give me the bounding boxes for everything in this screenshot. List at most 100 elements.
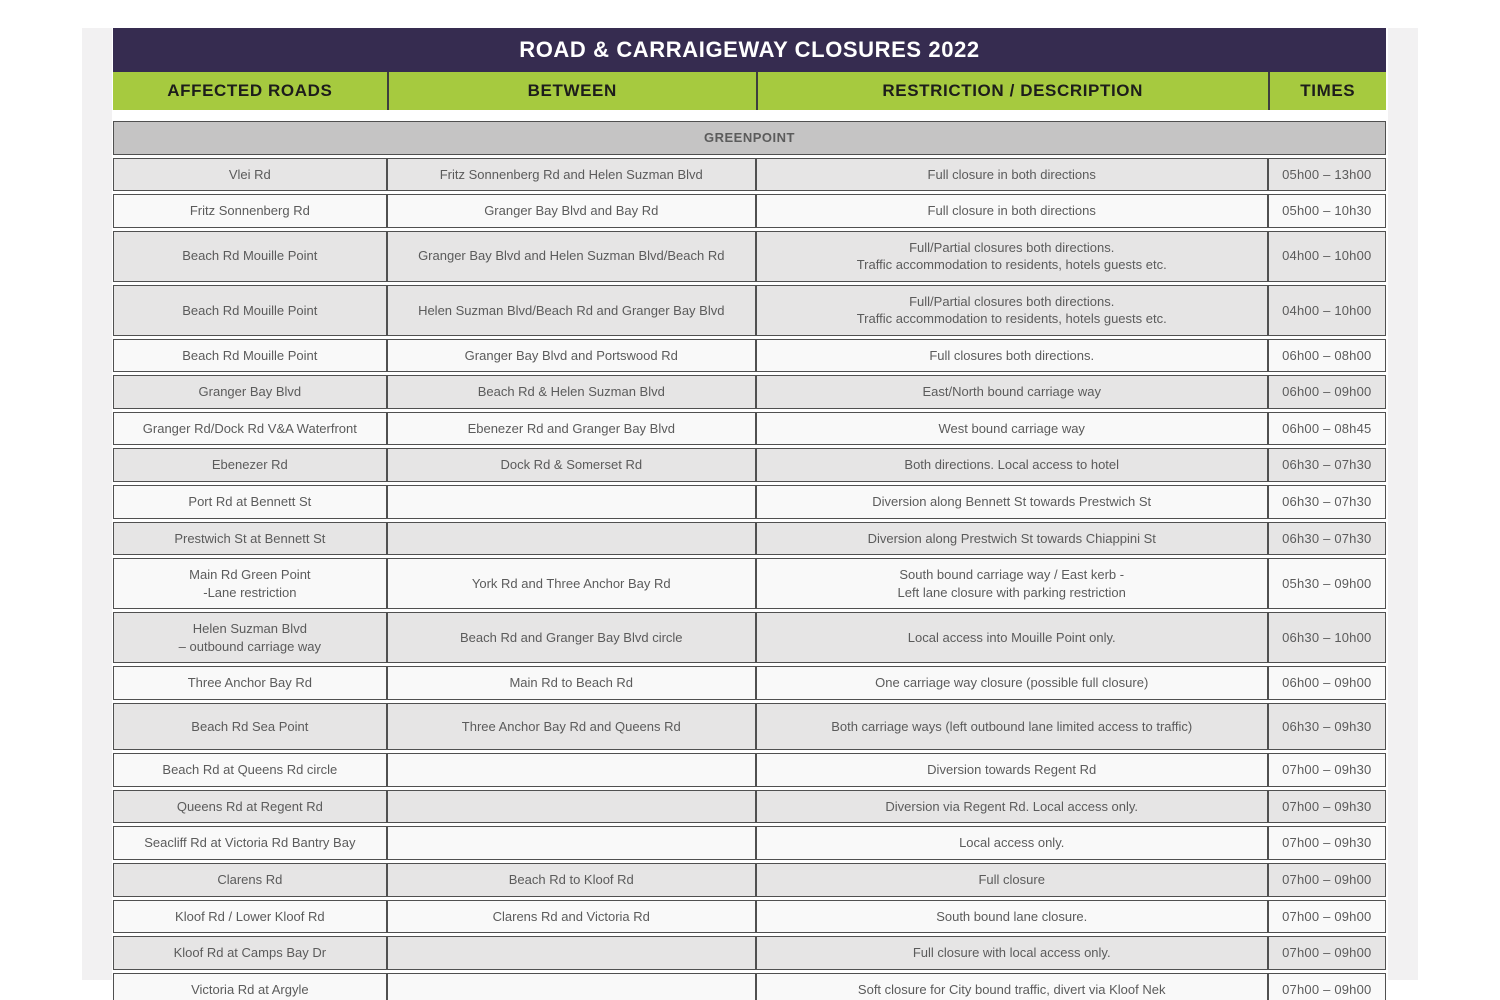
section-header: GREENPOINT (113, 121, 1386, 155)
cell-times: 06h30 – 09h30 (1267, 702, 1386, 751)
cell-times: 05h00 – 13h00 (1267, 157, 1386, 192)
cell-road: Granger Rd/Dock Rd V&A Waterfront (113, 411, 387, 446)
cell-road: Ebenezer Rd (113, 448, 387, 483)
cell-road: Prestwich St at Bennett St (113, 521, 387, 556)
cell-between (386, 521, 756, 556)
table-row: Beach Rd Sea Point Three Anchor Bay Rd an… (113, 702, 1386, 751)
cell-between: Three Anchor Bay Rd and Queens Rd (386, 702, 756, 751)
cell-restriction: Full closure (755, 863, 1268, 897)
table-body: GREENPOINT Vlei Rd Fritz Sonnenberg Rd an… (113, 121, 1386, 1000)
closures-table: GREENPOINT Vlei Rd Fritz Sonnenberg Rd an… (113, 118, 1386, 1000)
cell-between: Dock Rd & Somerset Rd (386, 448, 756, 483)
cell-road: Clarens Rd (113, 863, 387, 897)
cell-between (386, 485, 756, 519)
cell-times: 07h00 – 09h30 (1267, 789, 1386, 824)
table-row: Beach Rd Mouille Point Granger Bay Blvd a… (113, 338, 1386, 373)
right-margin-band (1388, 28, 1418, 980)
cell-times: 04h00 – 10h00 (1267, 284, 1386, 336)
cell-restriction: East/North bound carriage way (755, 375, 1268, 409)
cell-restriction: Soft closure for City bound traffic, div… (755, 972, 1268, 1000)
title-bar: ROAD & CARRAIGEWAY CLOSURES 2022 (113, 28, 1386, 72)
cell-between: Granger Bay Blvd and Portswood Rd (386, 338, 756, 373)
cell-road: Beach Rd at Queens Rd circle (113, 753, 387, 787)
cell-road: Granger Bay Blvd (113, 375, 387, 409)
closures-sheet: ROAD & CARRAIGEWAY CLOSURES 2022 AFFECTE… (113, 28, 1386, 1000)
cell-road: Vlei Rd (113, 157, 387, 192)
cell-restriction: Full/Partial closures both directions. T… (755, 230, 1268, 282)
cell-between: Granger Bay Blvd and Helen Suzman Blvd/B… (386, 230, 756, 282)
table-row: Clarens Rd Beach Rd to Kloof Rd Full closu… (113, 863, 1386, 897)
cell-restriction: Local access into Mouille Point only. (755, 612, 1268, 664)
spacer (113, 110, 1386, 118)
cell-between: Beach Rd and Granger Bay Blvd circle (386, 612, 756, 664)
table-row: Seacliff Rd at Victoria Rd Bantry Bay Loc… (113, 826, 1386, 861)
cell-times: 07h00 – 09h30 (1267, 753, 1386, 787)
cell-times: 07h00 – 09h00 (1267, 863, 1386, 897)
cell-restriction: Local access only. (755, 826, 1268, 861)
cell-between (386, 753, 756, 787)
page-title: ROAD & CARRAIGEWAY CLOSURES 2022 (519, 37, 980, 62)
table-row: Vlei Rd Fritz Sonnenberg Rd and Helen Suz… (113, 157, 1386, 192)
left-margin-band (82, 28, 112, 980)
cell-road: Seacliff Rd at Victoria Rd Bantry Bay (113, 826, 387, 861)
table-row: Beach Rd Mouille Point Helen Suzman Blvd/… (113, 284, 1386, 336)
cell-times: 07h00 – 09h30 (1267, 826, 1386, 861)
cell-road: Kloof Rd / Lower Kloof Rd (113, 899, 387, 934)
cell-between (386, 936, 756, 970)
cell-road: Kloof Rd at Camps Bay Dr (113, 936, 387, 970)
cell-restriction: Diversion via Regent Rd. Local access on… (755, 789, 1268, 824)
cell-road: Fritz Sonnenberg Rd (113, 194, 387, 228)
cell-between: York Rd and Three Anchor Bay Rd (386, 558, 756, 610)
cell-times: 07h00 – 09h00 (1267, 899, 1386, 934)
cell-restriction: Both directions. Local access to hotel (755, 448, 1268, 483)
cell-restriction: Diversion along Bennett St towards Prest… (755, 485, 1268, 519)
cell-road: Main Rd Green Point -Lane restriction (113, 558, 387, 610)
cell-times: 05h00 – 10h30 (1267, 194, 1386, 228)
cell-between: Ebenezer Rd and Granger Bay Blvd (386, 411, 756, 446)
cell-restriction: One carriage way closure (possible full … (755, 666, 1268, 700)
table-row: Kloof Rd / Lower Kloof Rd Clarens Rd and … (113, 899, 1386, 934)
table-row: Victoria Rd at Argyle Soft closure for Ci… (113, 972, 1386, 1000)
cell-road: Victoria Rd at Argyle (113, 972, 387, 1000)
cell-between: Granger Bay Blvd and Bay Rd (386, 194, 756, 228)
column-header-affected-roads: AFFECTED ROADS (167, 81, 333, 100)
cell-restriction: Full closure with local access only. (755, 936, 1268, 970)
table-row: Three Anchor Bay Rd Main Rd to Beach Rd On… (113, 666, 1386, 700)
cell-between: Fritz Sonnenberg Rd and Helen Suzman Blv… (386, 157, 756, 192)
column-header-between: BETWEEN (386, 72, 756, 110)
cell-between: Beach Rd to Kloof Rd (386, 863, 756, 897)
cell-road: Queens Rd at Regent Rd (113, 789, 387, 824)
table-row: Granger Rd/Dock Rd V&A Waterfront Ebeneze… (113, 411, 1386, 446)
column-header-restriction: RESTRICTION / DESCRIPTION (755, 72, 1268, 110)
cell-road: Three Anchor Bay Rd (113, 666, 387, 700)
table-row: Helen Suzman Blvd – outbound carriage wa… (113, 612, 1386, 664)
cell-road: Beach Rd Mouille Point (113, 230, 387, 282)
cell-times: 04h00 – 10h00 (1267, 230, 1386, 282)
table-row: Prestwich St at Bennett St Diversion alon… (113, 521, 1386, 556)
column-header-row: AFFECTED ROADS BETWEEN RESTRICTION / DES… (113, 72, 1386, 110)
cell-restriction: South bound carriage way / East kerb - L… (755, 558, 1268, 610)
cell-restriction: Full closure in both directions (755, 194, 1268, 228)
cell-times: 05h30 – 09h00 (1267, 558, 1386, 610)
cell-times: 06h00 – 08h00 (1267, 338, 1386, 373)
cell-times: 06h00 – 09h00 (1267, 375, 1386, 409)
cell-times: 06h30 – 07h30 (1267, 521, 1386, 556)
cell-road: Beach Rd Mouille Point (113, 284, 387, 336)
table-row: Ebenezer Rd Dock Rd & Somerset Rd Both dir… (113, 448, 1386, 483)
table-row: Port Rd at Bennett St Diversion along Ben… (113, 485, 1386, 519)
section-header-row: GREENPOINT (113, 121, 1386, 155)
cell-road: Beach Rd Sea Point (113, 702, 387, 751)
cell-restriction: Both carriage ways (left outbound lane l… (755, 702, 1268, 751)
cell-between (386, 789, 756, 824)
cell-times: 06h00 – 09h00 (1267, 666, 1386, 700)
cell-times: 07h00 – 09h00 (1267, 936, 1386, 970)
table-row: Kloof Rd at Camps Bay Dr Full closure wit… (113, 936, 1386, 970)
cell-road: Helen Suzman Blvd – outbound carriage wa… (113, 612, 387, 664)
cell-restriction: Full closure in both directions (755, 157, 1268, 192)
table-row: Beach Rd at Queens Rd circle Diversion to… (113, 753, 1386, 787)
cell-restriction: Full closures both directions. (755, 338, 1268, 373)
cell-restriction: Diversion towards Regent Rd (755, 753, 1268, 787)
cell-road: Beach Rd Mouille Point (113, 338, 387, 373)
column-header-times: TIMES (1267, 72, 1386, 110)
cell-times: 07h00 – 09h00 (1267, 972, 1386, 1000)
